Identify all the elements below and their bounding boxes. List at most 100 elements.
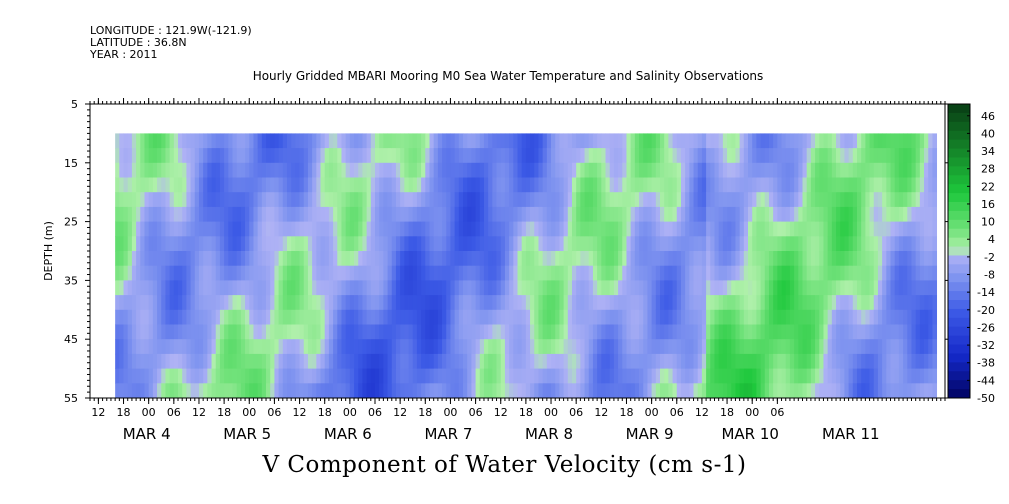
heatmap-cell xyxy=(249,177,254,193)
heatmap-cell xyxy=(307,206,313,222)
heatmap-cell xyxy=(387,162,393,178)
heatmap-cell xyxy=(488,236,493,252)
heatmap-cell xyxy=(567,383,573,399)
heatmap-cell xyxy=(748,162,753,178)
heatmap-cell xyxy=(865,353,870,369)
heatmap-cell xyxy=(664,324,669,340)
heatmap-cell xyxy=(676,280,682,296)
heatmap-cell xyxy=(567,309,573,325)
heatmap-cell xyxy=(798,221,803,237)
heatmap-cell xyxy=(442,265,447,281)
heatmap-cell xyxy=(815,133,820,149)
heatmap-cell xyxy=(831,368,837,384)
heatmap-cell xyxy=(345,265,351,281)
heatmap-cell xyxy=(387,177,393,193)
heatmap-cell xyxy=(203,280,208,296)
heatmap-cell xyxy=(186,383,191,399)
heatmap-cell xyxy=(810,236,816,252)
heatmap-cell xyxy=(781,221,787,237)
heatmap-cell xyxy=(152,148,158,164)
heatmap-cell xyxy=(873,192,879,208)
heatmap-cell xyxy=(274,192,279,208)
heatmap-cell xyxy=(722,251,728,267)
heatmap-cell xyxy=(366,206,372,222)
heatmap-cell xyxy=(605,368,611,384)
heatmap-cell xyxy=(609,206,615,222)
heatmap-cell xyxy=(668,383,673,399)
heatmap-cell xyxy=(416,221,422,237)
heatmap-cell xyxy=(693,162,699,178)
heatmap-cell xyxy=(320,148,326,164)
heatmap-cell xyxy=(173,368,179,384)
heatmap-cell xyxy=(328,148,334,164)
heatmap-cell xyxy=(286,148,292,164)
heatmap-cell xyxy=(471,324,476,340)
heatmap-cell xyxy=(551,353,556,369)
colorbar-segment xyxy=(948,264,970,274)
heatmap-cell xyxy=(634,280,640,296)
heatmap-cell xyxy=(370,280,376,296)
heatmap-cell xyxy=(760,309,766,325)
heatmap-cell xyxy=(144,309,150,325)
heatmap-cell xyxy=(115,177,120,193)
x-hour-label: 00 xyxy=(544,406,558,419)
heatmap-cell xyxy=(701,368,707,384)
heatmap-cell xyxy=(257,177,263,193)
heatmap-cell xyxy=(207,177,212,193)
heatmap-cell xyxy=(454,265,460,281)
heatmap-cell xyxy=(366,383,372,399)
heatmap-cell xyxy=(836,353,841,369)
heatmap-cell xyxy=(337,353,342,369)
heatmap-cell xyxy=(492,251,497,267)
heatmap-cell xyxy=(882,148,887,164)
heatmap-cell xyxy=(358,236,363,252)
heatmap-cell xyxy=(672,236,678,252)
heatmap-cell xyxy=(840,383,845,399)
heatmap-cell xyxy=(454,309,460,325)
heatmap-cell xyxy=(798,295,803,311)
heatmap-cell xyxy=(542,280,548,296)
heatmap-cell xyxy=(890,221,896,237)
heatmap-cell xyxy=(488,383,493,399)
heatmap-cell xyxy=(613,192,619,208)
heatmap-cell xyxy=(400,353,405,369)
heatmap-cell xyxy=(400,280,405,296)
heatmap-cell xyxy=(840,324,845,340)
heatmap-cell xyxy=(446,339,451,355)
heatmap-cell xyxy=(907,162,912,178)
heatmap-cell xyxy=(932,353,938,369)
heatmap-cell xyxy=(370,192,376,208)
heatmap-cell xyxy=(932,309,938,325)
heatmap-cell xyxy=(706,236,711,252)
heatmap-cell xyxy=(312,177,317,193)
heatmap-cell xyxy=(915,162,921,178)
heatmap-cell xyxy=(169,236,175,252)
heatmap-cell xyxy=(785,309,791,325)
heatmap-cell xyxy=(609,192,615,208)
heatmap-cell xyxy=(178,309,183,325)
heatmap-cell xyxy=(324,148,330,164)
heatmap-cell xyxy=(429,324,435,340)
heatmap-cell xyxy=(639,221,644,237)
heatmap-cell xyxy=(169,324,175,340)
heatmap-cell xyxy=(760,133,766,149)
heatmap-cell xyxy=(689,221,694,237)
heatmap-cell xyxy=(257,133,263,149)
heatmap-cell xyxy=(710,339,715,355)
heatmap-cell xyxy=(563,162,569,178)
heatmap-cell xyxy=(211,309,217,325)
heatmap-cell xyxy=(647,339,653,355)
heatmap-cell xyxy=(668,133,673,149)
heatmap-cell xyxy=(563,148,569,164)
heatmap-cell xyxy=(425,324,430,340)
heatmap-cell xyxy=(886,265,891,281)
heatmap-cell xyxy=(626,192,632,208)
heatmap-cell xyxy=(530,236,535,252)
heatmap-cell xyxy=(781,148,787,164)
heatmap-cell xyxy=(886,295,891,311)
heatmap-cell xyxy=(404,148,409,164)
heatmap-cell xyxy=(375,339,380,355)
heatmap-cell xyxy=(932,383,938,399)
heatmap-cell xyxy=(919,206,925,222)
heatmap-cell xyxy=(735,192,741,208)
